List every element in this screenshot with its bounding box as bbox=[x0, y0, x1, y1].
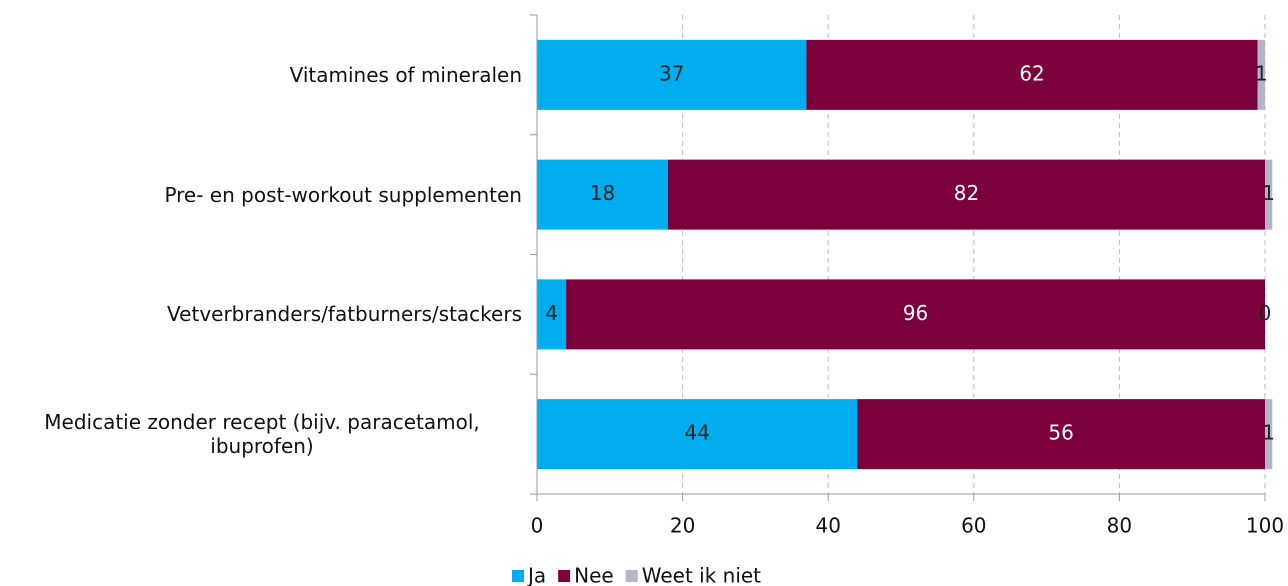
x-tick-label: 100 bbox=[1246, 514, 1284, 538]
data-label: 44 bbox=[684, 421, 709, 445]
bar-segment bbox=[537, 39, 807, 110]
bar-segment bbox=[537, 399, 858, 470]
data-label: 0 bbox=[1259, 301, 1272, 325]
data-label: 82 bbox=[954, 181, 979, 205]
category-label: Medicatie zonder recept (bijv. paracetam… bbox=[44, 410, 480, 459]
legend-swatch bbox=[512, 570, 524, 582]
x-tick-label: 80 bbox=[1107, 514, 1132, 538]
x-tick-label: 0 bbox=[531, 514, 544, 538]
legend-label: Nee bbox=[574, 564, 614, 586]
data-label: 1 bbox=[1262, 421, 1275, 445]
category-label: Vitamines of mineralen bbox=[289, 62, 522, 87]
data-label: 96 bbox=[903, 301, 928, 325]
bar-segment bbox=[1257, 39, 1265, 110]
category-label: Vetverbranders/fatburners/stackers bbox=[167, 302, 522, 327]
data-label: 1 bbox=[1255, 61, 1268, 85]
bar-segment bbox=[1265, 159, 1273, 230]
bar-segment bbox=[537, 159, 669, 230]
bar-segment bbox=[1265, 399, 1273, 470]
bar-segment bbox=[857, 399, 1265, 470]
bar-segment bbox=[806, 39, 1258, 110]
x-tick-label: 60 bbox=[961, 514, 986, 538]
bar-segment bbox=[537, 279, 567, 350]
data-label: 18 bbox=[590, 181, 615, 205]
data-label: 1 bbox=[1262, 181, 1275, 205]
data-label: 4 bbox=[545, 301, 558, 325]
legend-swatch bbox=[558, 570, 571, 582]
data-label: 56 bbox=[1048, 421, 1073, 445]
bar-segment bbox=[566, 279, 1265, 350]
data-label: 62 bbox=[1019, 61, 1044, 85]
legend-label: Ja bbox=[526, 564, 546, 586]
x-tick-label: 20 bbox=[670, 514, 695, 538]
bar-segment bbox=[668, 159, 1265, 230]
x-tick-label: 40 bbox=[815, 514, 840, 538]
legend-swatch bbox=[625, 570, 638, 582]
category-label: Pre- en post-workout supplementen bbox=[164, 182, 522, 207]
data-label: 37 bbox=[659, 61, 684, 85]
legend-label: Weet ik niet bbox=[642, 564, 761, 586]
